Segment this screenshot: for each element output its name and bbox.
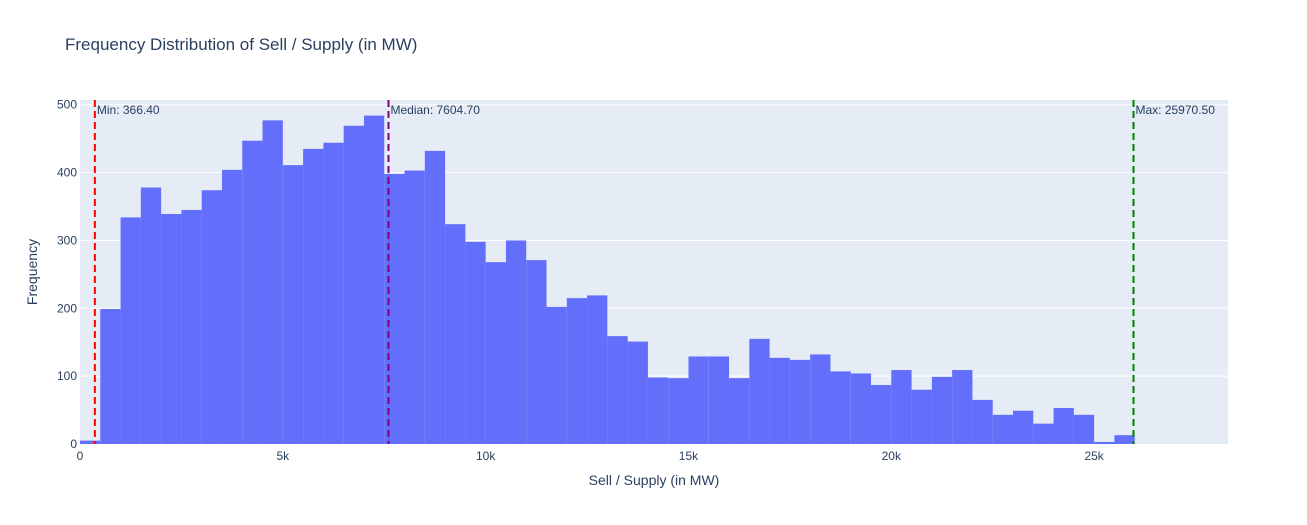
y-tick-label: 300 xyxy=(57,233,77,247)
y-tick-label: 100 xyxy=(57,369,77,383)
histogram-bar xyxy=(1073,414,1095,444)
histogram-bar xyxy=(789,359,811,444)
histogram-bar xyxy=(323,142,344,445)
x-tick-label: 25k xyxy=(1084,449,1104,463)
x-tick-label: 20k xyxy=(882,449,902,463)
histogram-bar xyxy=(992,414,1014,444)
histogram-bar xyxy=(465,241,486,444)
histogram-bar xyxy=(404,170,425,445)
median-annotation: Median: 7604.70 xyxy=(390,103,480,117)
histogram-bar xyxy=(769,357,790,444)
histogram-bar xyxy=(424,150,446,444)
histogram-bar xyxy=(1033,423,1054,444)
histogram-bar xyxy=(891,370,912,444)
histogram-bar xyxy=(729,378,750,444)
histogram-bar xyxy=(1114,435,1135,444)
histogram-bar xyxy=(1013,410,1034,444)
histogram-bar xyxy=(526,260,547,444)
reference-lines: Min: 366.40 Median: 7604.70 Max: 25970.50 xyxy=(93,100,1216,444)
histogram-bar xyxy=(911,389,932,444)
histogram-bar xyxy=(688,356,709,444)
histogram-bar xyxy=(120,217,141,444)
histogram-bar xyxy=(140,187,162,445)
histogram-bar xyxy=(1094,441,1115,444)
x-tick-label: 5k xyxy=(276,449,290,463)
x-tick-label: 15k xyxy=(679,449,699,463)
histogram-bar xyxy=(871,384,892,444)
bars xyxy=(80,115,1135,445)
histogram-bar xyxy=(668,378,689,444)
histogram-bar xyxy=(749,338,770,444)
histogram-bar xyxy=(100,308,121,444)
histogram-bar xyxy=(221,169,243,444)
x-axis-ticks: 0 5k 10k 15k 20k 25k xyxy=(77,449,1105,463)
histogram-bar xyxy=(627,341,648,444)
histogram-bar xyxy=(952,370,973,444)
y-axis-title: Frequency xyxy=(24,239,40,305)
histogram-bar xyxy=(505,240,527,444)
histogram-bar xyxy=(708,356,730,444)
histogram-bar xyxy=(303,148,324,445)
histogram-bar xyxy=(546,306,567,444)
histogram-bar xyxy=(850,373,872,444)
histogram-bar xyxy=(161,213,182,444)
min-annotation: Min: 366.40 xyxy=(97,103,160,117)
histogram-bar xyxy=(262,120,283,444)
y-tick-label: 500 xyxy=(57,98,77,112)
histogram-bar xyxy=(80,440,101,444)
y-tick-label: 400 xyxy=(57,166,77,180)
histogram-bar xyxy=(587,295,608,444)
histogram-bar xyxy=(810,354,831,444)
max-annotation: Max: 25970.50 xyxy=(1136,103,1216,117)
histogram-bar xyxy=(830,371,851,444)
histogram-bar xyxy=(363,115,385,444)
histogram-bar xyxy=(647,377,669,444)
histogram-bar xyxy=(181,209,202,444)
x-tick-label: 10k xyxy=(476,449,496,463)
y-tick-label: 200 xyxy=(57,301,77,315)
x-tick-label: 0 xyxy=(77,449,84,463)
histogram-bar xyxy=(384,173,405,444)
histogram-bar xyxy=(607,336,628,444)
x-axis-title: Sell / Supply (in MW) xyxy=(589,472,720,488)
histogram-bar xyxy=(972,399,993,444)
histogram-bar xyxy=(282,165,304,444)
histogram-bar xyxy=(931,376,953,444)
histogram-bar xyxy=(566,298,588,444)
histogram-bar xyxy=(445,224,466,444)
histogram-bar xyxy=(242,140,263,444)
histogram-bar xyxy=(201,190,222,444)
histogram-bar xyxy=(1053,408,1074,444)
histogram-bar xyxy=(485,262,506,444)
chart-title: Frequency Distribution of Sell / Supply … xyxy=(65,35,417,54)
y-tick-label: 0 xyxy=(70,437,77,451)
histogram-bar xyxy=(343,125,364,445)
y-axis-ticks: 0 100 200 300 400 500 xyxy=(57,98,77,451)
